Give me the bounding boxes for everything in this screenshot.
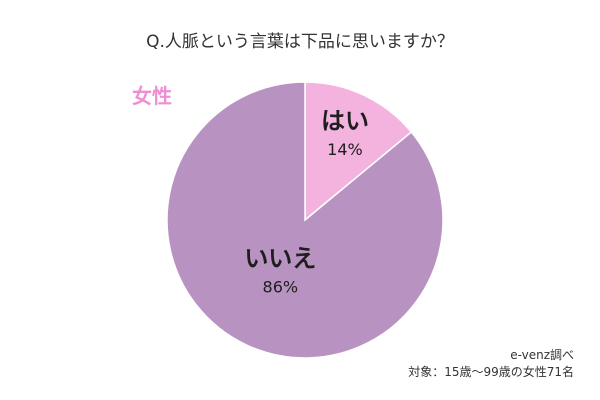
source-line-survey: e-venz調べ bbox=[510, 348, 574, 362]
source-line-target: 対象：15歳〜99歳の女性71名 bbox=[408, 365, 574, 380]
chart-title: Q.人脈という言葉は下品に思いますか？ bbox=[146, 32, 454, 52]
source-note: e-venz調べ 対象：15歳〜99歳の女性71名 bbox=[408, 347, 574, 382]
slice-value-no: 86% bbox=[263, 277, 299, 296]
pie-slice-no bbox=[166, 81, 444, 359]
slice-value-yes: 14% bbox=[327, 140, 363, 159]
group-label: 女性 bbox=[132, 84, 172, 108]
pie-slice-yes bbox=[304, 81, 413, 222]
slice-label-yes: はい bbox=[321, 107, 369, 135]
slice-label-no: いいえ bbox=[244, 244, 316, 272]
